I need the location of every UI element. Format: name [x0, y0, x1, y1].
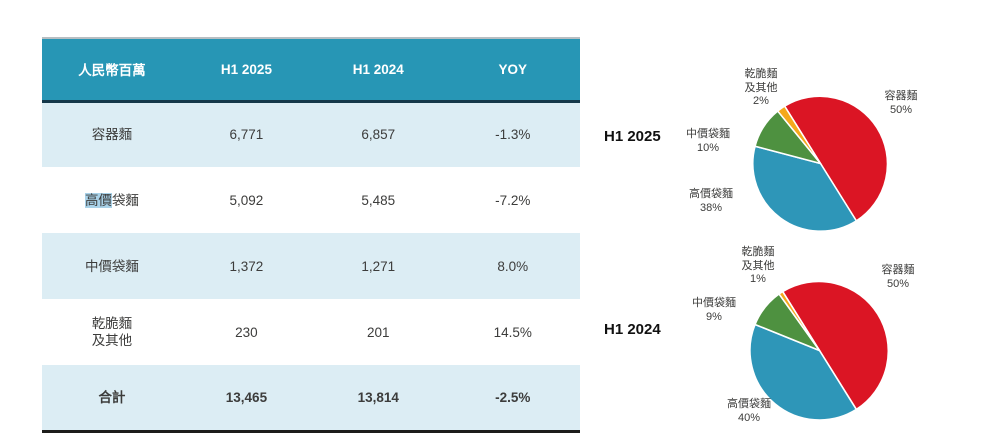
total-yoy: -2.5%	[445, 365, 580, 433]
value-h1-2024: 201	[366, 324, 390, 340]
row-label: 中價袋麵	[84, 258, 139, 274]
chart-title-h1-2025: H1 2025	[604, 128, 661, 145]
pie-slice-container-noodles	[781, 280, 890, 411]
value-h1-2025: 230	[235, 324, 258, 340]
pie-label-container-noodles: 容器麵 50%	[884, 90, 918, 116]
row-label: 容器麵	[91, 127, 133, 143]
pie-label-high-price-bag-noodles: 高價袋麵 40%	[727, 398, 771, 424]
total-label: 合計	[42, 365, 182, 433]
pie-chart-h1-2025	[752, 95, 889, 232]
value-yoy: 14.5%	[493, 324, 532, 340]
chart-title-h1-2024: H1 2024	[604, 321, 661, 338]
selected-text-highlight: 高價	[84, 192, 112, 208]
pie-slice-high-price-bag-noodles	[749, 323, 858, 421]
pie-slice-crispy-noodles-others	[776, 105, 822, 165]
row-label: 高價袋麵	[42, 167, 182, 233]
value-yoy: -1.3%	[495, 127, 531, 143]
value-h1-2025: 1,372	[229, 258, 264, 274]
table-header-row: 人民幣百萬 H1 2025 H1 2024 YOY	[42, 39, 580, 103]
value-h1-2025: 6,771	[229, 127, 264, 143]
pie-label-mid-price-bag-noodles: 中價袋麵 10%	[686, 128, 730, 154]
pie-label-crispy-noodles-others: 乾脆麵 及其他 1%	[741, 246, 775, 285]
value-yoy: -7.2%	[495, 192, 531, 208]
value-h1-2024: 1,271	[361, 258, 396, 274]
value-h1-2024: 6,857	[361, 127, 396, 143]
pie-label-container-noodles: 容器麵 50%	[881, 264, 915, 290]
pie-label-mid-price-bag-noodles: 中價袋麵 9%	[692, 297, 736, 323]
table-row-mid-price-bag-noodles: 中價袋麵 1,372 1,271 8.0%	[42, 233, 580, 299]
value-yoy: 8.0%	[497, 258, 529, 274]
col-header-h1-2024: H1 2024	[310, 39, 446, 103]
row-label-rest: 袋麵	[111, 192, 139, 208]
row-label: 乾脆麵 及其他	[91, 316, 133, 348]
pie-slice-container-noodles	[783, 95, 889, 222]
pie-label-crispy-noodles-others: 乾脆麵 及其他 2%	[744, 68, 778, 107]
table-row-container-noodles: 容器麵 6,771 6,857 -1.3%	[42, 101, 580, 167]
col-header-yoy: YOY	[445, 39, 580, 103]
col-header-h1-2025: H1 2025	[181, 39, 311, 103]
table-row-high-price-bag-noodles: 高價袋麵 5,092 5,485 -7.2%	[42, 167, 580, 233]
pie-label-high-price-bag-noodles: 高價袋麵 38%	[689, 188, 733, 214]
table-row-crispy-noodles-others: 乾脆麵 及其他 230 201 14.5%	[42, 299, 580, 365]
pie-slice-high-price-bag-noodles	[752, 145, 858, 232]
segment-table: 人民幣百萬 H1 2025 H1 2024 YOY 容器麵 6,771 6,85…	[42, 39, 580, 433]
total-h1-2024: 13,814	[310, 365, 446, 433]
total-h1-2025: 13,465	[181, 365, 311, 433]
value-h1-2024: 5,485	[361, 192, 396, 208]
table-row-total: 合計 13,465 13,814 -2.5%	[42, 365, 580, 433]
pie-chart-h1-2024	[749, 280, 890, 421]
pie-slice-crispy-noodles-others	[778, 290, 821, 352]
unit-header-cell: 人民幣百萬	[42, 39, 182, 103]
segment-revenue-table: 人民幣百萬 H1 2025 H1 2024 YOY 容器麵 6,771 6,85…	[42, 37, 580, 433]
value-h1-2025: 5,092	[229, 192, 264, 208]
